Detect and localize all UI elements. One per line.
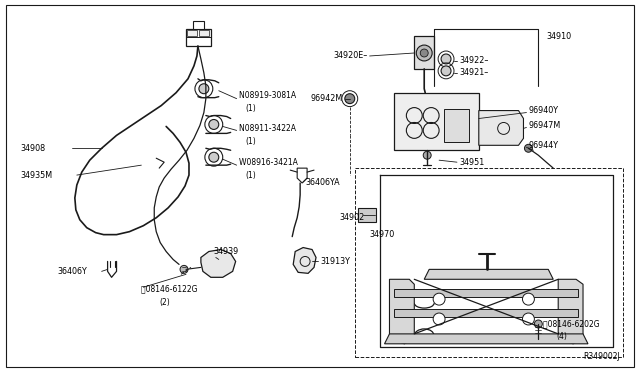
Text: (1): (1) [246, 137, 256, 146]
Circle shape [416, 45, 432, 61]
Text: 34922–: 34922– [459, 57, 488, 65]
Polygon shape [293, 247, 316, 273]
Text: 34939: 34939 [214, 247, 239, 256]
Text: (4): (4) [556, 332, 567, 341]
Circle shape [345, 94, 355, 104]
Circle shape [180, 265, 188, 273]
Polygon shape [414, 36, 434, 69]
Bar [199, 30, 209, 36]
Bar [444, 109, 469, 142]
Circle shape [423, 151, 431, 159]
Circle shape [209, 152, 219, 162]
Circle shape [534, 320, 542, 328]
Text: 96947M: 96947M [529, 121, 561, 130]
Circle shape [433, 313, 445, 325]
Circle shape [420, 49, 428, 57]
Bar [187, 30, 197, 36]
Text: N​08919-3081A: N​08919-3081A [239, 91, 296, 100]
Text: (1): (1) [246, 104, 256, 113]
Polygon shape [385, 334, 588, 344]
Polygon shape [186, 29, 211, 46]
Text: (2): (2) [159, 298, 170, 307]
Text: 34910: 34910 [547, 32, 572, 41]
Text: (1): (1) [246, 171, 256, 180]
Text: 34970: 34970 [370, 230, 395, 239]
Text: 36406Y: 36406Y [57, 267, 87, 276]
Polygon shape [394, 93, 479, 150]
Polygon shape [390, 279, 414, 344]
Polygon shape [558, 279, 583, 344]
Text: 34935M: 34935M [20, 171, 52, 180]
Circle shape [209, 119, 219, 129]
Text: 34902: 34902 [340, 213, 365, 222]
Text: R349002J: R349002J [583, 352, 620, 361]
Text: 34951: 34951 [459, 158, 484, 167]
Circle shape [199, 84, 209, 94]
Polygon shape [297, 168, 307, 183]
Text: N​08911-3422A: N​08911-3422A [239, 124, 296, 133]
Circle shape [441, 54, 451, 64]
Circle shape [441, 66, 451, 76]
Bar [355, 168, 623, 357]
Circle shape [433, 293, 445, 305]
Polygon shape [479, 110, 524, 145]
Polygon shape [424, 269, 553, 279]
Polygon shape [394, 309, 578, 317]
Text: 36406YA: 36406YA [305, 177, 340, 186]
Text: 96944Y: 96944Y [529, 141, 559, 150]
Text: 96940Y: 96940Y [529, 106, 559, 115]
Polygon shape [394, 289, 578, 297]
Text: W​08916-3421A: W​08916-3421A [239, 158, 298, 167]
Polygon shape [193, 21, 204, 29]
Text: 31913Y: 31913Y [320, 257, 350, 266]
Circle shape [522, 293, 534, 305]
Circle shape [522, 313, 534, 325]
Text: 34920E–: 34920E– [333, 51, 367, 61]
Circle shape [524, 144, 532, 152]
Text: 96942M: 96942M [310, 94, 342, 103]
Text: 34908: 34908 [20, 144, 45, 153]
Polygon shape [201, 250, 236, 277]
Text: Ⓑ​08146-6202G: Ⓑ​08146-6202G [543, 320, 600, 328]
Text: 34921–: 34921– [459, 68, 488, 77]
Bar [358, 208, 376, 222]
Text: Ⓑ​08146-6122G: Ⓑ​08146-6122G [141, 285, 198, 294]
